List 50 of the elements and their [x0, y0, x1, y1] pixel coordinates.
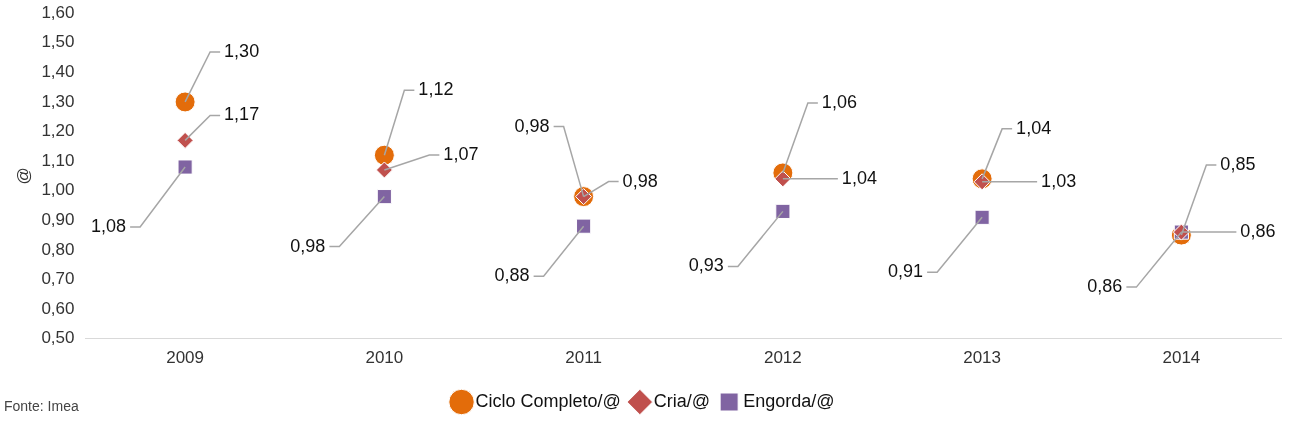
- y-axis-title: @: [13, 167, 33, 185]
- data-label: 1,04: [841, 167, 877, 188]
- y-tick-label: 1,60: [41, 2, 75, 22]
- data-label: 0,86: [1240, 221, 1276, 242]
- y-tick-label: 1,40: [41, 62, 75, 82]
- point: [775, 203, 791, 219]
- x-tick-label: 2010: [365, 348, 404, 368]
- point: [375, 161, 393, 179]
- data-label: 0,91: [888, 261, 924, 282]
- data-label: 1,06: [821, 91, 857, 112]
- point: [373, 144, 395, 166]
- data-label: 0,98: [622, 170, 658, 191]
- x-tick-label: 2013: [963, 348, 1002, 368]
- data-label: 0,93: [688, 255, 724, 276]
- data-label: 1,30: [224, 40, 260, 61]
- data-label: 0,98: [290, 235, 326, 256]
- y-tick-label: 0,80: [41, 239, 75, 259]
- y-tick-label: 1,10: [41, 150, 75, 170]
- point: [576, 218, 592, 234]
- y-tick-label: 0,70: [41, 269, 75, 289]
- x-tick-label: 2011: [565, 348, 602, 368]
- point: [174, 91, 196, 113]
- x-tick-label: 2014: [1162, 348, 1201, 368]
- y-tick-label: 1,50: [41, 32, 75, 52]
- data-label: 1,17: [224, 104, 260, 125]
- point: [974, 209, 990, 225]
- data-label: 0,88: [494, 265, 530, 286]
- data-label: 1,04: [1016, 117, 1052, 138]
- point: [177, 159, 193, 175]
- point: [376, 189, 392, 205]
- x-tick-label: 2009: [166, 348, 205, 368]
- data-label: 0,86: [1087, 276, 1123, 297]
- y-tick-label: 1,30: [41, 91, 75, 111]
- y-tick-label: 0,60: [41, 298, 75, 318]
- data-label: 1,08: [91, 215, 127, 236]
- data-label: 1,03: [1041, 170, 1077, 191]
- y-tick-label: 1,00: [41, 180, 75, 200]
- data-label: 0,98: [514, 115, 550, 136]
- y-tick-label: 1,20: [41, 121, 75, 141]
- legend-label: Cria/@: [653, 390, 711, 411]
- point: [176, 131, 194, 149]
- source-note: Fonte: Imea: [4, 398, 79, 414]
- legend-label: Engorda/@: [743, 390, 835, 411]
- data-label: 1,12: [418, 79, 454, 100]
- data-label: 0,85: [1220, 154, 1256, 175]
- y-tick-label: 0,90: [41, 209, 75, 229]
- x-tick-label: 2012: [763, 348, 802, 368]
- y-tick-label: 0,50: [41, 328, 75, 348]
- legend-label: Ciclo Completo/@: [475, 390, 621, 411]
- data-label: 1,07: [443, 143, 479, 164]
